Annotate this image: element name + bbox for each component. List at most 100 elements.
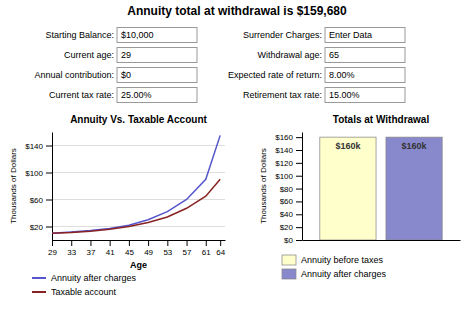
tick-mark bbox=[220, 240, 221, 246]
tick: 61 bbox=[202, 240, 211, 257]
input-value: 65 bbox=[329, 50, 339, 60]
tick-label: $140 bbox=[25, 142, 43, 151]
legend: Annuity before taxesAnnuity after charge… bbox=[282, 255, 387, 279]
tick: $140 bbox=[275, 146, 302, 155]
bar bbox=[386, 137, 442, 240]
tick-mark bbox=[46, 227, 52, 228]
tick-label: $100 bbox=[275, 172, 293, 181]
input-field: Retirement tax rate: 15.00% bbox=[243, 88, 405, 103]
tick: $20 bbox=[280, 223, 302, 232]
axis-line bbox=[303, 240, 461, 241]
tick-mark bbox=[148, 240, 149, 246]
input-label: Surrender Charges: bbox=[243, 30, 322, 40]
tick-label: 53 bbox=[163, 248, 172, 257]
tick: $0 bbox=[284, 236, 302, 245]
input-field: Withdrawal age: 65 bbox=[257, 48, 405, 63]
tick-mark bbox=[71, 240, 72, 246]
tick: 29 bbox=[48, 240, 57, 257]
tick-label: $20 bbox=[30, 223, 44, 232]
tick-label: 29 bbox=[48, 248, 57, 257]
y-axis: $20 $60 $100 $140 bbox=[25, 133, 52, 241]
x-axis: 29 33 37 41 45 49 53 57 61 64 bbox=[48, 240, 226, 257]
tick: $20 bbox=[30, 223, 52, 232]
input-value: $0 bbox=[121, 70, 131, 80]
line-series bbox=[52, 135, 220, 233]
input-label: Retirement tax rate: bbox=[243, 90, 322, 100]
legend-swatch bbox=[32, 277, 46, 279]
tick-mark bbox=[167, 240, 168, 246]
input-field: Surrender Charges:Enter Data bbox=[243, 28, 405, 43]
tick: $100 bbox=[275, 172, 302, 181]
legend-label: Taxable account bbox=[51, 287, 117, 297]
tick-label: 45 bbox=[125, 248, 134, 257]
tick-label: $20 bbox=[280, 223, 294, 232]
tick: $60 bbox=[30, 196, 52, 205]
tick: 57 bbox=[183, 240, 192, 257]
tick-mark bbox=[110, 240, 111, 246]
input-box bbox=[117, 48, 197, 63]
input-label: Current age: bbox=[64, 50, 114, 60]
tick-mark bbox=[46, 173, 52, 174]
tick-mark bbox=[296, 150, 302, 151]
tick: $100 bbox=[25, 169, 52, 178]
chart-title: Annuity Vs. Taxable Account bbox=[70, 114, 207, 125]
plot-area bbox=[52, 135, 220, 233]
tick-label: $80 bbox=[280, 185, 294, 194]
tick-label: $40 bbox=[280, 210, 294, 219]
tick-label: 49 bbox=[144, 248, 153, 257]
tick-mark bbox=[129, 240, 130, 246]
legend-label: Annuity after charges bbox=[51, 273, 137, 283]
chart-panel: Annuity Vs. Taxable Account $20 $60 $100 $14… bbox=[9, 114, 226, 297]
input-label: Withdrawal age: bbox=[257, 50, 322, 60]
chart-title: Totals at Withdrawal bbox=[333, 114, 430, 125]
tick-label: $160 bbox=[275, 133, 293, 142]
tick: 33 bbox=[67, 240, 76, 257]
tick-label: $60 bbox=[280, 197, 294, 206]
tick-label: 33 bbox=[67, 248, 76, 257]
tick-label: $140 bbox=[275, 146, 293, 155]
axis-line bbox=[302, 133, 303, 241]
tick-label: 61 bbox=[202, 248, 211, 257]
tick-mark bbox=[46, 146, 52, 147]
input-field: Annual contribution:$0 bbox=[34, 68, 197, 83]
legend-swatch bbox=[32, 291, 46, 293]
tick-mark bbox=[90, 240, 91, 246]
bar bbox=[320, 137, 376, 240]
line-series bbox=[52, 179, 220, 233]
tick: $140 bbox=[25, 142, 52, 151]
input-label: Starting Balance: bbox=[45, 30, 114, 40]
input-value: 29 bbox=[121, 50, 131, 60]
input-field: Expected rate of return:8.00% bbox=[228, 68, 405, 83]
tick-mark bbox=[296, 214, 302, 215]
input-value: $10,000 bbox=[121, 30, 154, 40]
legend-swatch bbox=[282, 269, 296, 279]
input-value: 15.00% bbox=[329, 90, 360, 100]
tick-mark bbox=[296, 176, 302, 177]
axis-line bbox=[53, 240, 226, 241]
input-box bbox=[325, 28, 405, 43]
tick: 64 bbox=[216, 240, 225, 257]
tick-label: $60 bbox=[30, 196, 44, 205]
tick: 41 bbox=[106, 240, 115, 257]
y-axis-title: Thousands of Dollars bbox=[259, 148, 268, 224]
tick: 53 bbox=[163, 240, 172, 257]
figure-title: Annuity total at withdrawal is $159,680 bbox=[127, 4, 347, 18]
tick-label: $120 bbox=[275, 159, 293, 168]
grid-line bbox=[52, 226, 225, 227]
tick-label: 37 bbox=[86, 248, 95, 257]
grid-line bbox=[52, 172, 225, 173]
input-field: Current tax rate:25.00% bbox=[49, 88, 197, 103]
input-field: Starting Balance: $10,000 bbox=[45, 28, 197, 43]
legend-label: Annuity before taxes bbox=[301, 255, 384, 265]
input-box bbox=[325, 68, 405, 83]
tick-label: $0 bbox=[284, 236, 293, 245]
data-label: $160k bbox=[335, 141, 361, 151]
data-label: $160k bbox=[402, 141, 428, 151]
tick: $120 bbox=[275, 159, 302, 168]
input-box bbox=[325, 48, 405, 63]
chart-panel: Totals at Withdrawal $0 $20 $40 $60 $80 $100 $1… bbox=[259, 114, 461, 279]
tick: 49 bbox=[144, 240, 153, 257]
tick: $40 bbox=[280, 210, 302, 219]
tick-label: 57 bbox=[183, 248, 192, 257]
axis-line bbox=[52, 133, 53, 241]
